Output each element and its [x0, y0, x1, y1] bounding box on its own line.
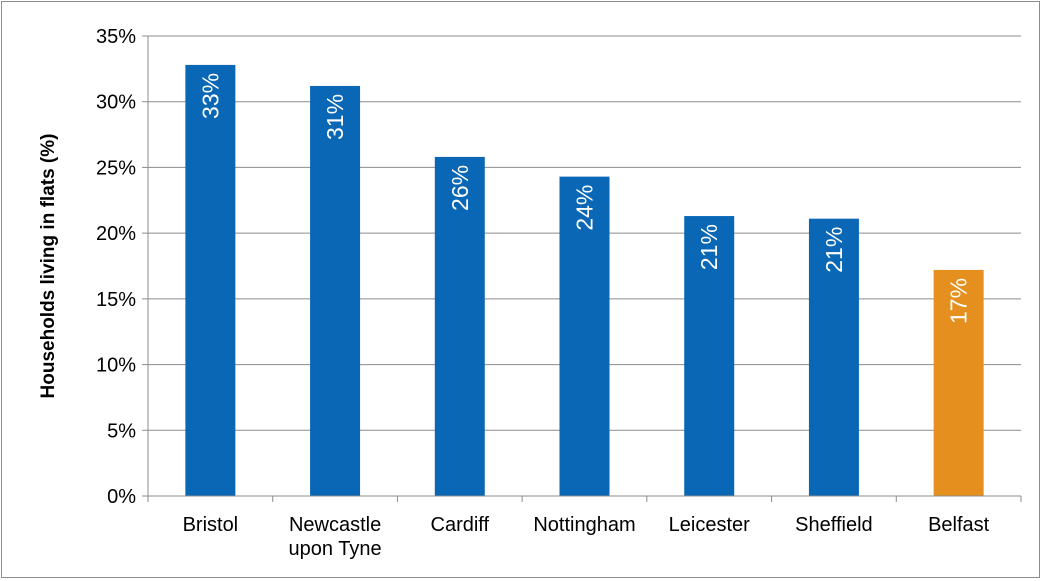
bar	[310, 85, 361, 496]
y-axis-title: Households living in flats (%)	[38, 134, 59, 399]
y-tick-labels: 0% 5% 10% 15% 20% 25% 30% 35%	[96, 26, 136, 508]
data-label: 21%	[821, 227, 847, 273]
x-tick-label: Nottingham	[533, 514, 635, 536]
x-tick-label: Newcastle upon Tyne	[289, 514, 382, 560]
x-tick-label: Belfast	[928, 514, 990, 536]
bar	[559, 176, 610, 496]
data-label: 17%	[946, 278, 972, 324]
bar	[185, 64, 236, 496]
bars	[185, 64, 984, 497]
axes	[142, 35, 1022, 502]
data-label: 31%	[322, 94, 348, 140]
x-tick-label: Sheffield	[795, 514, 872, 536]
y-tick-label: 10%	[96, 355, 136, 377]
data-labels: 33% 31% 26% 24% 21% 21% 17%	[197, 73, 971, 324]
y-tick-label: 25%	[96, 157, 136, 179]
y-tick-label: 15%	[96, 289, 136, 311]
bar	[434, 156, 485, 496]
data-label: 26%	[447, 165, 473, 211]
data-label: 24%	[572, 185, 598, 231]
x-tick-label: Bristol	[183, 514, 239, 536]
x-tick-label: Leicester	[669, 514, 750, 536]
x-tick-labels: Bristol Newcastle upon Tyne Cardiff Nottingh…	[183, 514, 990, 560]
y-tick-label: 35%	[96, 26, 136, 48]
x-tick-label: Cardiff	[431, 514, 490, 536]
data-label: 33%	[197, 73, 223, 119]
y-tick-label: 30%	[96, 92, 136, 114]
data-label: 21%	[696, 224, 722, 270]
bar	[684, 216, 735, 497]
y-tick-label: 5%	[107, 420, 136, 442]
bar	[808, 218, 859, 496]
y-tick-label: 20%	[96, 223, 136, 245]
y-tick-label: 0%	[107, 486, 136, 508]
bar	[933, 269, 984, 496]
